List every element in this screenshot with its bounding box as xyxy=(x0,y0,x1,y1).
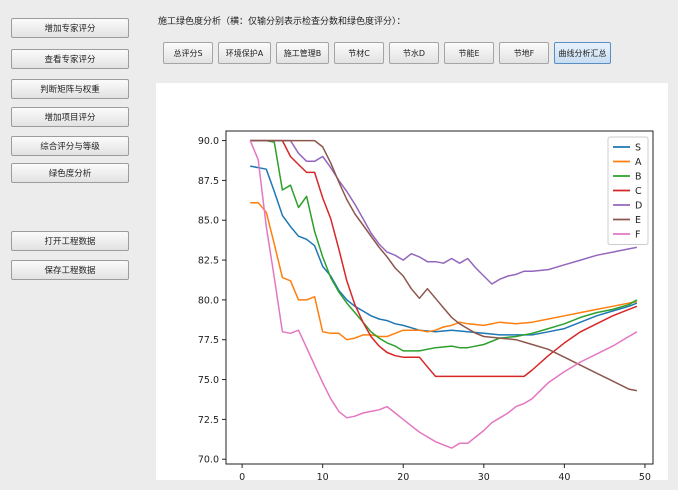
x-tick-label: 50 xyxy=(639,472,651,480)
legend-label-f: F xyxy=(635,230,640,241)
y-tick-label: 72.5 xyxy=(198,415,219,426)
x-tick-label: 0 xyxy=(239,472,245,480)
chart-panel: 70.0 72.5 75.0 77.5 80.0 82.5 85.0 87.5 90.0 0 10 2… xyxy=(156,83,668,480)
legend-label-c: C xyxy=(635,186,642,197)
green-degree-analysis-button[interactable]: 绿色度分析 xyxy=(11,163,129,183)
series-line-a xyxy=(250,201,638,341)
series-line-c xyxy=(250,139,638,378)
tab-land-saving[interactable]: 节地F xyxy=(499,42,549,64)
legend-label-d: D xyxy=(635,201,642,212)
tab-material-saving[interactable]: 节材C xyxy=(334,42,384,64)
y-tick-label: 87.5 xyxy=(198,176,219,187)
series-line-f xyxy=(249,140,638,449)
legend-label-s: S xyxy=(635,143,641,154)
series-line-s xyxy=(250,165,638,336)
save-project-data-button[interactable]: 保存工程数据 xyxy=(11,260,129,280)
line-chart: 70.0 72.5 75.0 77.5 80.0 82.5 85.0 87.5 90.0 0 10 2… xyxy=(198,130,654,480)
y-tick-label: 80.0 xyxy=(198,295,219,306)
judgment-matrix-weights-button[interactable]: 判断矩阵与权重 xyxy=(11,79,129,99)
series-line-d xyxy=(250,139,638,285)
series-line-b xyxy=(250,139,638,352)
add-expert-score-button[interactable]: 增加专家评分 xyxy=(11,18,129,38)
tab-curve-summary[interactable]: 曲线分析汇总 xyxy=(554,42,611,64)
y-tick-label: 70.0 xyxy=(198,455,219,466)
y-tick-label: 85.0 xyxy=(198,216,219,227)
add-project-score-button[interactable]: 增加项目评分 xyxy=(11,107,129,127)
legend-label-b: B xyxy=(635,172,642,183)
view-expert-score-button[interactable]: 查看专家评分 xyxy=(11,49,129,69)
tab-environment-protection[interactable]: 环境保护A xyxy=(218,42,271,64)
y-tick-label: 75.0 xyxy=(198,375,219,386)
y-tick-label: 77.5 xyxy=(198,335,219,346)
tab-water-saving[interactable]: 节水D xyxy=(389,42,439,64)
open-project-data-button[interactable]: 打开工程数据 xyxy=(11,231,129,251)
tab-construction-management[interactable]: 施工管理B xyxy=(276,42,329,64)
x-tick-label: 10 xyxy=(317,472,329,480)
overall-score-grade-button[interactable]: 综合评分与等级 xyxy=(11,136,129,156)
axes-frame xyxy=(225,130,654,465)
x-tick-label: 20 xyxy=(397,472,409,480)
series-line-e xyxy=(250,139,638,392)
legend-label-a: A xyxy=(635,157,642,168)
analysis-caption: 施工绿色度分析（横：仅输分别表示检查分数和绿色度评分）： xyxy=(158,17,406,27)
tab-energy-saving[interactable]: 节能E xyxy=(444,42,494,64)
legend-label-e: E xyxy=(635,215,641,226)
y-tick-label: 90.0 xyxy=(198,136,219,147)
tab-total-score[interactable]: 总评分S xyxy=(163,42,213,64)
x-tick-label: 30 xyxy=(478,472,490,480)
y-tick-label: 82.5 xyxy=(198,256,219,267)
x-tick-label: 40 xyxy=(558,472,570,480)
